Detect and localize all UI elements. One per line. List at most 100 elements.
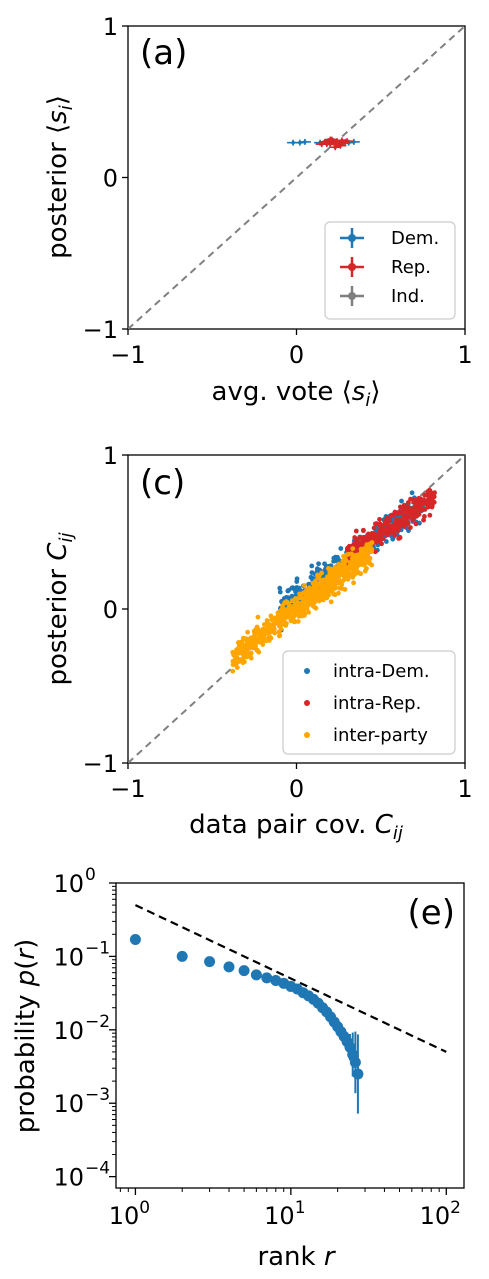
data-point bbox=[377, 532, 383, 538]
data-point bbox=[426, 497, 431, 503]
data-point bbox=[287, 139, 300, 146]
data-point bbox=[293, 587, 299, 593]
data-point bbox=[372, 549, 378, 555]
panel-e-ytick-label: 10 bbox=[53, 943, 84, 971]
data-point bbox=[325, 574, 330, 580]
data-point bbox=[327, 581, 333, 587]
data-point bbox=[297, 591, 302, 597]
data-point bbox=[341, 138, 354, 145]
data-point bbox=[390, 536, 396, 542]
data-point bbox=[333, 580, 339, 586]
panel-e-ytick-exponent: −2 bbox=[85, 1012, 110, 1032]
data-point bbox=[407, 510, 413, 516]
data-point bbox=[318, 594, 324, 600]
data-point bbox=[320, 141, 333, 148]
panel-c-label: (c) bbox=[140, 463, 185, 503]
data-point bbox=[236, 658, 241, 664]
data-point bbox=[309, 570, 315, 576]
panel-e-ytick-label: 10 bbox=[53, 1090, 84, 1118]
data-point bbox=[294, 599, 299, 604]
data-point bbox=[401, 502, 407, 508]
data-point bbox=[373, 521, 379, 526]
data-point bbox=[299, 605, 305, 611]
data-point bbox=[398, 519, 404, 525]
data-point bbox=[294, 576, 300, 582]
data-point bbox=[316, 561, 321, 567]
data-point bbox=[296, 611, 301, 617]
panel-e-ytick-label: 10 bbox=[53, 1017, 84, 1045]
data-point bbox=[339, 581, 345, 587]
data-point bbox=[417, 501, 422, 507]
panel-a-xtick-label: 0 bbox=[289, 341, 304, 369]
panel-a-ylabel: posterior ⟨si⟩ bbox=[43, 95, 77, 259]
data-point bbox=[286, 601, 292, 607]
data-point bbox=[248, 655, 254, 661]
data-point bbox=[343, 567, 349, 573]
data-point bbox=[298, 138, 311, 145]
data-point bbox=[346, 543, 352, 549]
data-point bbox=[331, 591, 336, 597]
panel-e-xtick-label: 100 bbox=[109, 1198, 150, 1230]
data-point bbox=[371, 525, 377, 531]
data-point bbox=[394, 517, 399, 523]
data-point bbox=[256, 649, 262, 655]
data-point bbox=[246, 645, 252, 651]
data-point bbox=[306, 597, 312, 603]
data-point bbox=[298, 595, 303, 601]
data-point bbox=[382, 519, 388, 525]
data-point bbox=[360, 558, 366, 564]
data-point bbox=[251, 629, 257, 635]
legend-entry: Rep. bbox=[340, 257, 431, 278]
panel-e-ytick-label: 10 bbox=[53, 870, 84, 898]
data-point bbox=[255, 614, 261, 620]
data-point bbox=[371, 534, 376, 540]
data-point bbox=[257, 639, 262, 645]
data-point bbox=[351, 568, 357, 574]
data-point bbox=[253, 644, 258, 649]
panel-e-ytick-exponent: 0 bbox=[85, 865, 96, 885]
data-point bbox=[244, 638, 250, 644]
data-point bbox=[336, 561, 342, 567]
data-point bbox=[388, 524, 394, 530]
data-point bbox=[396, 511, 402, 517]
data-point bbox=[288, 618, 294, 624]
data-point bbox=[365, 536, 371, 542]
panel-e-ytick-label: 10 bbox=[53, 1164, 84, 1192]
data-point bbox=[230, 668, 236, 674]
panel-e-xtick-label: 101 bbox=[264, 1198, 305, 1230]
data-point bbox=[281, 612, 287, 618]
data-point bbox=[321, 587, 327, 593]
data-point bbox=[245, 629, 251, 635]
data-point bbox=[333, 570, 338, 576]
data-point bbox=[322, 582, 328, 588]
legend-label: Ind. bbox=[391, 286, 425, 307]
panel-e-label: (e) bbox=[408, 893, 455, 933]
data-point bbox=[310, 580, 316, 586]
panel-c-ytick-label: 1 bbox=[103, 442, 118, 470]
data-point bbox=[340, 558, 346, 564]
data-point bbox=[281, 619, 286, 625]
panel-e-xtick-label: 102 bbox=[420, 1198, 461, 1230]
data-point bbox=[365, 552, 371, 558]
data-point bbox=[248, 650, 254, 656]
data-point bbox=[395, 528, 401, 534]
data-point bbox=[416, 511, 422, 517]
data-point bbox=[334, 142, 347, 149]
data-point bbox=[359, 546, 364, 552]
data-point bbox=[354, 537, 360, 543]
data-point bbox=[342, 587, 348, 592]
panel-e-ytick-exponent: −1 bbox=[85, 938, 110, 958]
panel-c-legend: intra-Dem. intra-Rep. inter-party bbox=[282, 650, 456, 755]
data-point bbox=[427, 512, 433, 518]
data-point bbox=[355, 542, 361, 548]
data-point bbox=[129, 933, 141, 945]
data-point bbox=[422, 507, 428, 512]
panel-c-plot-area bbox=[128, 455, 465, 763]
data-point bbox=[397, 504, 403, 510]
panel-a-ytick-label: 1 bbox=[103, 13, 118, 41]
data-point bbox=[279, 606, 285, 612]
data-point bbox=[230, 658, 236, 664]
data-point bbox=[326, 592, 332, 598]
data-point bbox=[271, 626, 277, 632]
